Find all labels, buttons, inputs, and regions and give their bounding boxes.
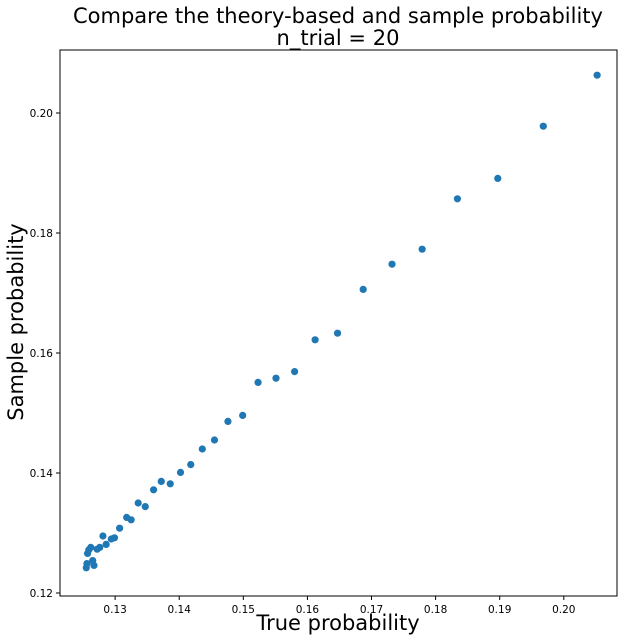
scatter-point — [149, 486, 158, 494]
scatter-point — [89, 557, 97, 565]
y-tick-label: 0.18 — [30, 228, 53, 240]
scatter-point — [333, 329, 342, 337]
x-tick-label: 0.20 — [552, 604, 575, 616]
x-axis-label: True probability — [255, 611, 419, 635]
scatter-point — [83, 549, 92, 558]
plot-area — [59, 49, 618, 597]
scatter-point — [453, 195, 461, 203]
y-axis-label: Sample probability — [4, 223, 28, 420]
scatter-point — [494, 174, 502, 182]
y-tick-label: 0.14 — [30, 468, 54, 480]
scatter-point — [93, 545, 101, 553]
y-tick-label: 0.12 — [30, 588, 53, 600]
y-axis: 0.12 0.14 0.16 0.18 0.20 — [30, 108, 60, 600]
scatter-point — [176, 468, 185, 476]
scatter-point — [134, 499, 142, 507]
scatter-point — [210, 436, 219, 444]
scatter-point — [239, 411, 247, 419]
scatter-point — [198, 445, 206, 453]
scatter-point — [99, 532, 107, 540]
x-tick-label: 0.13 — [103, 604, 126, 616]
scatter-point — [116, 524, 124, 532]
plot-frame — [59, 49, 618, 597]
x-axis: 0.13 0.14 0.15 0.16 0.17 0.18 0.19 0.20 — [103, 596, 575, 616]
scatter-point — [166, 480, 174, 488]
scatter-point — [102, 540, 110, 549]
scatter-point — [539, 122, 547, 130]
scatter-point — [107, 535, 115, 543]
y-tick-label: 0.20 — [30, 108, 53, 120]
chart-title: Compare the theory-based and sample prob… — [73, 4, 603, 28]
x-tick-label: 0.19 — [488, 604, 511, 616]
scatter-point — [123, 513, 131, 522]
scatter-point — [593, 71, 601, 79]
scatter-point — [82, 564, 90, 572]
y-tick-label: 0.16 — [30, 348, 54, 360]
chart-subtitle: n_trial = 20 — [277, 26, 400, 51]
scatter-point — [418, 245, 426, 253]
scatter-point — [187, 461, 195, 469]
scatter-point — [272, 374, 280, 382]
scatter-point — [290, 368, 299, 376]
x-tick-label: 0.15 — [232, 604, 255, 616]
x-tick-label: 0.14 — [168, 604, 192, 616]
x-tick-label: 0.16 — [296, 604, 320, 616]
scatter-point — [224, 417, 232, 425]
scatter-point — [359, 285, 367, 293]
scatter-point — [141, 503, 149, 511]
x-tick-label: 0.18 — [424, 604, 447, 616]
scatter-point — [311, 336, 319, 344]
scatter-points — [82, 71, 601, 572]
scatter-point — [157, 477, 165, 485]
scatter-point — [254, 378, 262, 386]
scatter-point — [388, 260, 396, 268]
x-tick-label: 0.17 — [360, 604, 383, 616]
